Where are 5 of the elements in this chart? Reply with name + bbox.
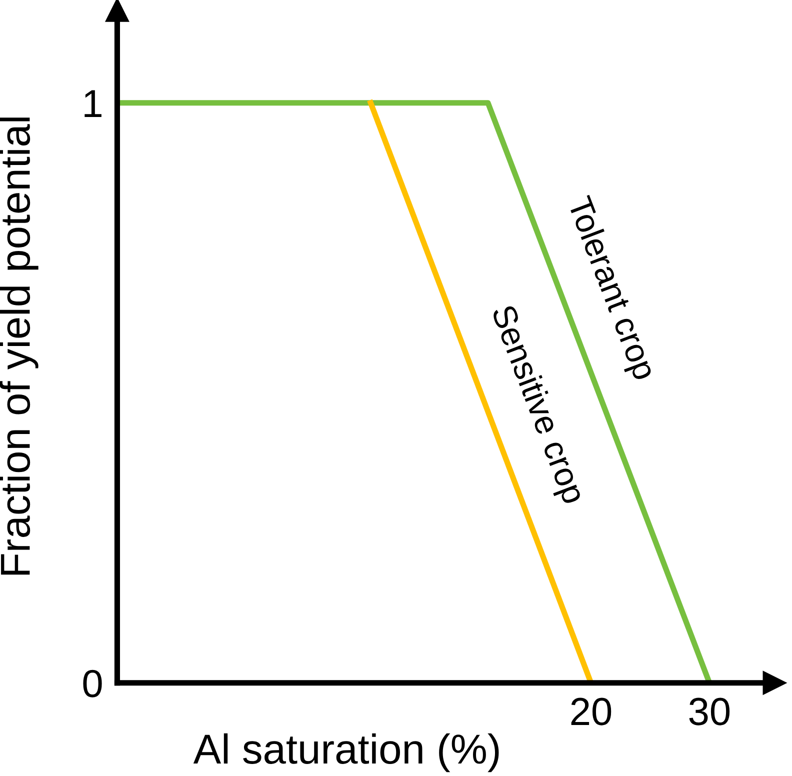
y-tick-label: 1	[84, 90, 102, 117]
y-tick-label: 0	[83, 670, 102, 698]
x-axis-title: Al saturation (%)	[193, 733, 499, 772]
x-tick-label: 30	[689, 698, 730, 726]
x-tick-label: 20	[571, 698, 612, 726]
